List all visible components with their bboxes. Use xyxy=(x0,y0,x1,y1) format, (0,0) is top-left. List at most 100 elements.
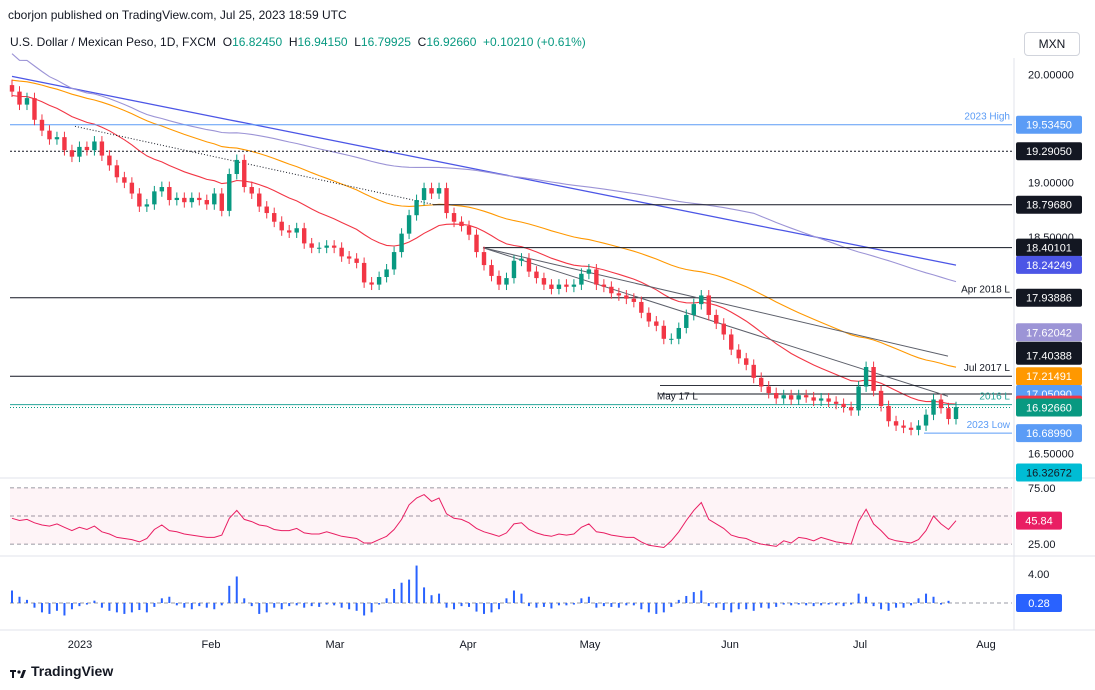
price-tag-label: 17.40388 xyxy=(1026,351,1072,363)
histogram-bar xyxy=(677,599,680,603)
histogram-bar xyxy=(438,593,441,603)
candle-body xyxy=(886,406,891,422)
candle-body xyxy=(264,206,269,214)
price-level-label: Jul 2017 L xyxy=(964,363,1011,374)
ema-20-line xyxy=(11,94,957,405)
histogram-bar xyxy=(288,603,291,607)
candle-body xyxy=(129,182,135,194)
price-level-label: 2016 L xyxy=(979,392,1010,403)
candle-body xyxy=(788,395,794,400)
histogram-bar xyxy=(460,603,463,607)
candle-body xyxy=(69,150,75,157)
brand-name: TradingView xyxy=(31,663,114,679)
candle-body xyxy=(17,91,22,105)
histogram-bar xyxy=(40,603,43,613)
histogram-bar xyxy=(415,565,418,603)
histogram-bar xyxy=(497,603,500,610)
candle-body xyxy=(848,407,854,411)
histogram-bar xyxy=(85,603,88,605)
histogram-bar xyxy=(565,603,568,606)
candle-body xyxy=(706,295,711,315)
candle-body xyxy=(189,197,195,203)
candle-body xyxy=(654,321,659,326)
trend-line xyxy=(482,247,949,357)
histogram-bar xyxy=(258,603,261,614)
candle-body xyxy=(721,323,726,335)
candle-body xyxy=(691,304,696,315)
open-label: O xyxy=(222,35,233,49)
histogram-value-label: 0.28 xyxy=(1028,598,1049,610)
x-tick-label: May xyxy=(580,639,601,651)
histogram-bar xyxy=(138,603,141,611)
candle-body xyxy=(47,130,52,140)
histogram-bar xyxy=(475,603,478,612)
histogram-bar xyxy=(670,603,673,607)
high-value: 16.94150 xyxy=(297,35,348,49)
candle-body xyxy=(631,298,637,302)
histogram-bar xyxy=(355,603,358,611)
candle-body xyxy=(369,282,374,285)
currency-button[interactable]: MXN xyxy=(1024,32,1080,56)
change-value: +0.10210 (+0.61%) xyxy=(483,35,586,49)
y-tick-label: 20.00000 xyxy=(1028,69,1074,81)
histogram-bar xyxy=(205,603,208,608)
histogram-bar xyxy=(812,603,815,607)
price-tag-label: 16.68990 xyxy=(1026,428,1072,440)
histogram-bar xyxy=(108,603,111,611)
candle-body xyxy=(803,395,809,398)
x-tick-label: Jul xyxy=(853,639,867,651)
symbol-name[interactable]: U.S. Dollar / Mexican Peso, 1D, FXCM xyxy=(10,35,217,49)
candle-body xyxy=(436,188,442,194)
y-tick-label: 16.50000 xyxy=(1028,449,1074,461)
histogram-bar xyxy=(730,603,733,613)
histogram-bar xyxy=(737,603,740,610)
histogram-bar xyxy=(325,603,328,605)
histogram-bar xyxy=(160,598,163,603)
candle-body xyxy=(818,398,824,401)
candle-body xyxy=(279,221,284,231)
candle-body xyxy=(938,399,944,409)
price-tag xyxy=(1016,255,1082,274)
candle-body xyxy=(526,258,532,272)
candle-body xyxy=(272,213,277,222)
candle-body xyxy=(646,312,652,322)
histogram-bar xyxy=(535,603,538,608)
price-tag xyxy=(1016,424,1082,443)
candle-body xyxy=(384,269,389,278)
histogram-level-label: 4.00 xyxy=(1028,569,1049,581)
candle-body xyxy=(773,393,779,399)
candle-body xyxy=(496,275,502,285)
trend-line xyxy=(74,125,434,205)
histogram-bar xyxy=(11,590,13,603)
histogram-bar xyxy=(550,603,553,609)
histogram-bar xyxy=(333,603,336,606)
histogram-bar xyxy=(168,596,171,603)
candle-body xyxy=(811,397,816,401)
histogram-bar xyxy=(632,603,635,606)
histogram-bar xyxy=(715,603,718,608)
histogram-bar xyxy=(760,603,763,608)
candle-body xyxy=(744,358,749,365)
candle-body xyxy=(316,247,322,249)
candle-body xyxy=(197,197,202,201)
histogram-bar xyxy=(857,593,860,603)
histogram-bar xyxy=(243,598,246,603)
candle-body xyxy=(152,191,157,205)
histogram-bar xyxy=(130,603,133,613)
candle-body xyxy=(946,408,951,420)
candle-body xyxy=(459,221,464,227)
histogram-bar xyxy=(910,603,913,606)
candle-body xyxy=(676,327,681,339)
histogram-bar xyxy=(587,596,590,603)
candle-body xyxy=(421,188,427,201)
histogram-bar xyxy=(55,603,58,611)
histogram-bar xyxy=(647,603,650,613)
candle-body xyxy=(609,286,614,294)
x-tick-label: Apr xyxy=(459,639,476,651)
histogram-bar xyxy=(775,603,778,607)
candle-body xyxy=(781,395,786,399)
histogram-bar xyxy=(880,603,883,610)
histogram-bar xyxy=(940,603,943,605)
tradingview-brand: TradingView xyxy=(10,663,113,679)
